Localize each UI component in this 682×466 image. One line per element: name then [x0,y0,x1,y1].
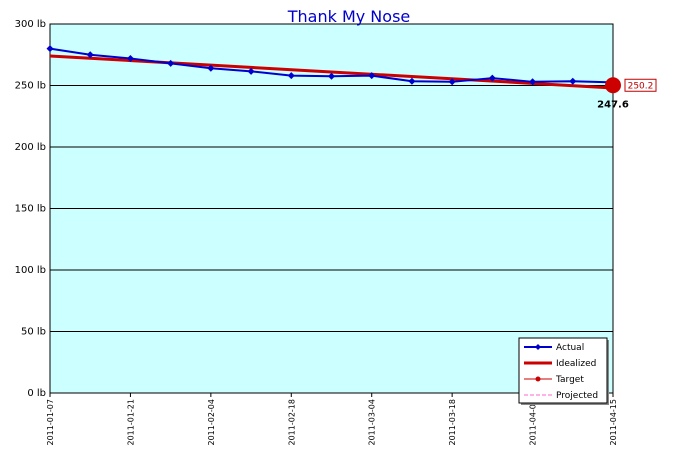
x-tick-label: 2011-01-21 [126,399,135,446]
legend-label: Projected [556,391,598,401]
target-point [605,77,621,94]
actual-point [86,51,94,59]
actual-point [328,72,335,80]
actual-point [247,67,255,75]
y-tick-label: 50 lb [21,327,46,338]
annotations: 250.2 247.6 [597,78,657,110]
y-tick-label: 100 lb [15,265,46,276]
end-value-label: 250.2 [628,81,654,91]
actual-point [207,64,215,72]
x-tick-label: 2011-04-15 [609,399,618,446]
y-axis: 0 lb 50 lb 100 lb 150 lb 200 lb 250 lb 300 lb [15,19,46,399]
x-tick-label: 2011-02-04 [207,399,216,446]
y-tick-label: 0 lb [27,388,46,399]
x-tick-label: 2011-02-18 [287,399,296,446]
actual-point [167,59,175,67]
legend: Actual Idealized Target Projected [518,337,609,405]
x-tick-label: 2011-03-18 [448,399,457,446]
actual-point [46,45,54,53]
x-tick-label: 2011-01-07 [46,399,55,446]
actual-point [488,74,496,82]
y-tick-label: 200 lb [15,142,46,153]
y-tick-label: 300 lb [15,19,46,30]
y-tick-label: 150 lb [15,204,46,215]
legend-label: Actual [556,343,584,353]
y-tick-label: 250 lb [15,81,46,92]
x-tick-label: 2011-03-04 [368,399,377,446]
x-axis: 2011-01-07 2011-01-21 2011-02-04 2011-02-18… [46,393,618,446]
actual-point [408,77,416,85]
legend-label: Target [555,375,584,385]
series-idealized-line [49,54,614,90]
chart-title: Thank My Nose [287,7,411,26]
actual-point [126,54,134,62]
actual-point [448,78,456,86]
target-value-label: 247.6 [597,99,629,110]
legend-label: Idealized [556,359,596,369]
actual-point [368,72,376,80]
actual-point [569,77,577,85]
legend-box [518,337,608,404]
end-value-box [624,78,657,92]
legend-marker [535,376,541,382]
grid-lines [50,85,613,332]
x-tick-label: 2011-04-01 [529,399,538,446]
series-layer [46,45,621,94]
actual-point [529,78,537,86]
actual-point [287,72,295,80]
legend-marker [535,344,541,350]
